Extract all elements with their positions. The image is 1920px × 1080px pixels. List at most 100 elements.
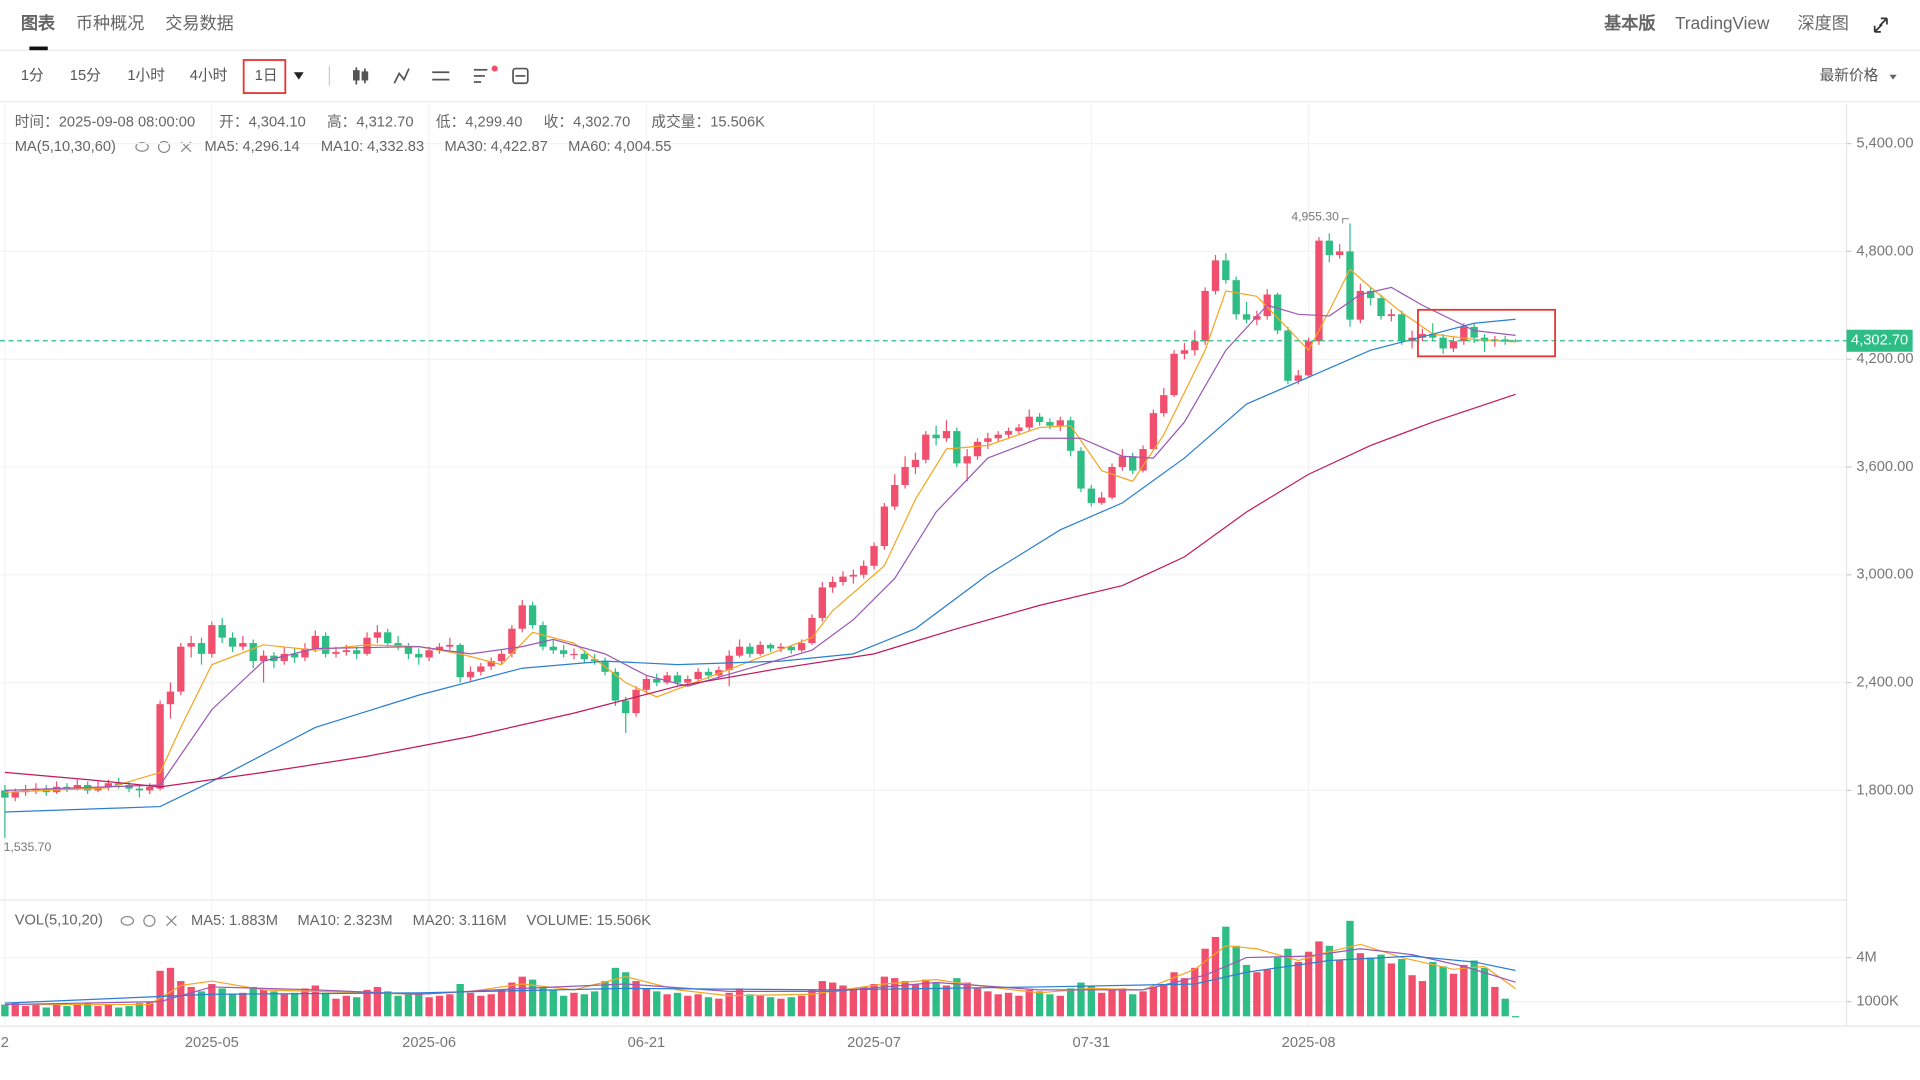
header-link[interactable]: 基本版 [1604, 13, 1656, 33]
interval[interactable]: 15分 [70, 67, 101, 84]
interval[interactable]: 1小时 [127, 67, 165, 84]
candle-body [559, 650, 568, 654]
candle-body [187, 643, 195, 647]
volume-bar [1449, 973, 1458, 1017]
volume-bar [932, 982, 940, 1017]
candle-body [808, 617, 816, 644]
x-tick-label: 2025-07 [847, 1035, 901, 1051]
ma-legend-value: 4,296.14 [242, 139, 299, 155]
indicator-icon[interactable] [393, 68, 410, 84]
candle-icon[interactable] [353, 67, 369, 85]
volume-bar [1284, 948, 1292, 1017]
candle-body [1315, 240, 1323, 342]
volume-bar [218, 988, 226, 1017]
candle-body [11, 792, 19, 798]
candle-body [73, 785, 81, 789]
draw-icon[interactable] [473, 68, 488, 83]
candle-body [249, 643, 257, 662]
volume-bar [1511, 1016, 1520, 1018]
volume-bar [415, 992, 423, 1017]
volume-bar [1118, 988, 1127, 1017]
candle-body [425, 650, 433, 658]
volume-bar [249, 986, 257, 1017]
interval[interactable]: 1日 [255, 68, 278, 84]
volume-bar [125, 1006, 133, 1017]
candle-body [166, 691, 175, 705]
y-tick-label: 5,400.00 [1856, 135, 1913, 151]
settings-icon[interactable] [143, 914, 156, 927]
candle-body [1429, 334, 1437, 338]
close-icon[interactable] [166, 915, 177, 927]
volume-bar [1087, 985, 1095, 1017]
ma-legend-value: 4,332.83 [367, 139, 424, 155]
candle-body [756, 644, 764, 654]
interval[interactable]: 1分 [21, 67, 44, 84]
volume-bar [394, 995, 402, 1017]
candle-body [384, 632, 392, 644]
vol-ma-line [4, 948, 1516, 1006]
tab[interactable]: 币种概况 [76, 13, 145, 33]
vol-legend: VOLUME: 15.506K [527, 913, 652, 929]
header-link[interactable]: 深度图 [1798, 13, 1849, 33]
candle-body [694, 671, 702, 680]
volume-bar [84, 1003, 92, 1017]
candle-body [611, 671, 620, 701]
volume-bar [518, 976, 526, 1017]
candle-body [146, 786, 154, 791]
volume-bar [228, 994, 237, 1017]
candle-body [953, 431, 961, 464]
candle-body [332, 652, 340, 654]
high-marker [1342, 217, 1349, 224]
vol-legend: MA10: 2.323M [298, 913, 393, 929]
candle-body [901, 467, 909, 485]
eye-icon[interactable] [135, 142, 149, 152]
tab[interactable]: 交易数据 [165, 13, 234, 33]
volume-bar [1077, 982, 1085, 1017]
price-type[interactable]: 最新价格 [1820, 67, 1879, 84]
candle-body [342, 650, 351, 653]
candle-body [849, 574, 858, 577]
candle-body [1046, 422, 1054, 426]
tab[interactable]: 图表 [21, 13, 56, 33]
info-value: 4,312.70 [356, 114, 413, 130]
candle-body [1346, 251, 1354, 320]
volume-bar [973, 988, 982, 1017]
candle-body [1325, 240, 1333, 256]
volume-bar [332, 998, 340, 1017]
active-interval-box [242, 59, 287, 94]
interval[interactable]: 4小时 [190, 67, 228, 84]
highlight-box [1417, 308, 1557, 358]
volume-bar [1356, 953, 1365, 1017]
vol-legend-value: 15.506K [596, 913, 651, 929]
candle-body [663, 675, 671, 683]
eye-icon[interactable] [120, 915, 135, 926]
candle-body [1377, 298, 1385, 317]
volume-bar [849, 988, 858, 1017]
info-label: 低： [436, 113, 465, 130]
info-item: 成交量：15.506K [651, 112, 765, 130]
volume-bar [353, 997, 361, 1017]
vol-tick-label: 4M [1856, 949, 1876, 965]
candle-body [1118, 456, 1127, 468]
settings-icon[interactable] [432, 71, 450, 81]
volume-bar [239, 992, 247, 1017]
candle-body [125, 785, 133, 789]
fullscreen-icon[interactable] [1873, 17, 1888, 33]
price-type-arrow[interactable] [1889, 74, 1897, 80]
info-label: 成交量： [651, 112, 710, 130]
y-tick-label: 3,600.00 [1856, 459, 1913, 475]
candle-body [746, 646, 754, 654]
header-link[interactable]: TradingView [1675, 13, 1770, 33]
interval-dropdown[interactable] [293, 72, 304, 80]
candle-body [1398, 314, 1406, 342]
volume-bar [197, 991, 206, 1017]
candle-body [735, 646, 744, 656]
candle-body [911, 459, 920, 468]
volume-bar [735, 988, 744, 1017]
compare-icon[interactable] [512, 67, 529, 85]
candle-body [508, 628, 516, 654]
settings-icon[interactable] [157, 140, 171, 154]
volume-bar [1025, 989, 1033, 1017]
candle-body [228, 637, 237, 647]
ma-line [4, 318, 1516, 813]
